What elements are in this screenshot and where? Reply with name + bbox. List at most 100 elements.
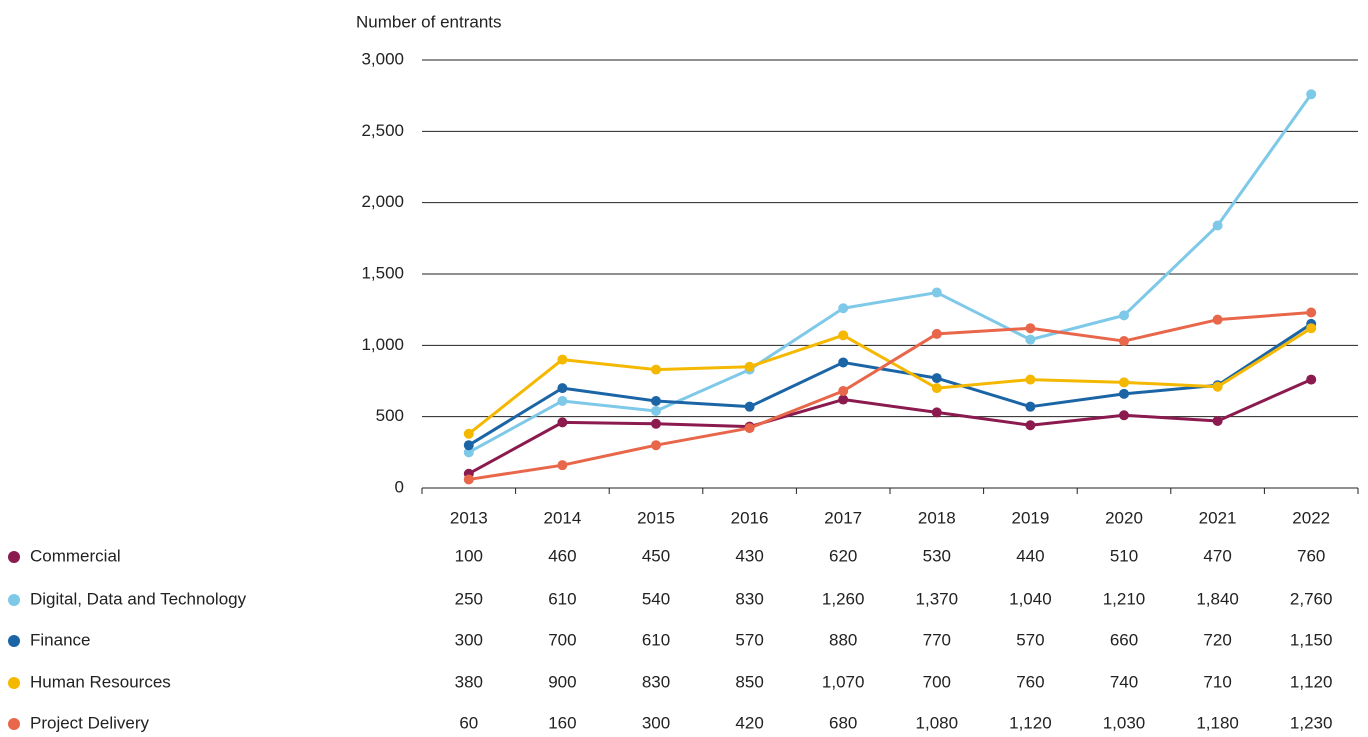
data-point [651, 405, 661, 416]
table-value: 530 [923, 546, 951, 565]
data-point [931, 373, 942, 384]
data-point [463, 447, 474, 458]
table-value: 470 [1203, 546, 1231, 565]
x-tick-label: 2021 [1199, 508, 1237, 527]
table-value: 1,040 [1009, 589, 1052, 608]
table-value: 1,120 [1009, 713, 1052, 732]
table-value: 440 [1016, 546, 1044, 565]
table-value: 830 [642, 672, 670, 691]
legend-label: Digital, Data and Technology [30, 589, 247, 608]
table-value: 300 [455, 630, 483, 649]
data-point [463, 440, 474, 451]
table-value: 450 [642, 546, 670, 565]
table-value: 570 [1016, 630, 1044, 649]
data-point [838, 330, 849, 341]
table-value: 460 [548, 546, 576, 565]
table-value: 620 [829, 546, 857, 565]
legend-marker [8, 594, 20, 606]
table-value: 570 [735, 630, 763, 649]
data-point [463, 474, 474, 485]
data-point [1212, 381, 1223, 392]
x-tick-label: 2016 [731, 508, 769, 527]
table-value: 1,080 [916, 713, 959, 732]
legend-label: Finance [30, 630, 90, 649]
table-value: 700 [548, 630, 576, 649]
data-point [931, 287, 942, 298]
table-value: 60 [459, 713, 478, 732]
x-tick-label: 2014 [543, 508, 581, 527]
data-point [931, 383, 942, 394]
x-tick-label: 2020 [1105, 508, 1143, 527]
data-point [1119, 388, 1129, 399]
data-point [838, 303, 849, 314]
data-point [838, 385, 849, 396]
table-value: 2,760 [1290, 589, 1333, 608]
data-point [1025, 323, 1036, 334]
legend-label: Human Resources [30, 672, 171, 691]
table-value: 1,260 [822, 589, 865, 608]
data-point [1212, 415, 1223, 426]
data-point [651, 440, 661, 451]
data-point [744, 361, 755, 372]
table-value: 760 [1297, 546, 1325, 565]
table-value: 1,120 [1290, 672, 1333, 691]
x-tick-label: 2017 [824, 508, 862, 527]
data-point [557, 354, 568, 365]
data-point [744, 401, 755, 412]
table-value: 420 [735, 713, 763, 732]
legend-marker [8, 551, 20, 563]
series-line [468, 378, 1312, 476]
legend-marker [8, 718, 20, 730]
data-point [744, 423, 755, 434]
data-point [838, 357, 849, 368]
x-tick-label: 2015 [637, 508, 675, 527]
x-tick-label: 2022 [1292, 508, 1330, 527]
table-value: 850 [735, 672, 763, 691]
table-value: 1,230 [1290, 713, 1333, 732]
data-point [1306, 323, 1317, 334]
table-value: 1,210 [1103, 589, 1146, 608]
table-value: 300 [642, 713, 670, 732]
y-axis-title: Number of entrants [356, 12, 502, 31]
table-value: 660 [1110, 630, 1138, 649]
data-point [1306, 374, 1317, 385]
table-value: 770 [923, 630, 951, 649]
y-tick-label: 1,000 [361, 335, 404, 354]
table-value: 700 [923, 672, 951, 691]
table-value: 250 [455, 589, 483, 608]
table-value: 1,030 [1103, 713, 1146, 732]
data-point [1212, 220, 1223, 231]
table-value: 160 [548, 713, 576, 732]
table-value: 430 [735, 546, 763, 565]
table-value: 830 [735, 589, 763, 608]
data-point [463, 428, 474, 439]
table-value: 1,840 [1196, 589, 1239, 608]
table-value: 100 [455, 546, 483, 565]
data-point [1025, 374, 1036, 385]
y-tick-label: 1,500 [361, 263, 404, 282]
table-value: 1,150 [1290, 630, 1333, 649]
data-point [1119, 336, 1129, 347]
table-value: 720 [1203, 630, 1231, 649]
table-value: 380 [455, 672, 483, 691]
table-value: 540 [642, 589, 670, 608]
y-tick-label: 2,000 [361, 192, 404, 211]
table-value: 740 [1110, 672, 1138, 691]
data-point [1119, 310, 1129, 321]
data-point [1025, 420, 1036, 431]
table-value: 880 [829, 630, 857, 649]
data-point [557, 395, 568, 406]
legend-marker [8, 677, 20, 689]
table-value: 1,180 [1196, 713, 1239, 732]
data-point [1306, 89, 1317, 100]
series-line [468, 322, 1313, 447]
data-point [1025, 401, 1036, 412]
y-tick-label: 3,000 [361, 49, 404, 68]
table-value: 710 [1203, 672, 1231, 691]
data-point [1212, 314, 1223, 325]
data-point [838, 394, 849, 405]
x-tick-label: 2018 [918, 508, 956, 527]
data-point [651, 395, 661, 406]
y-tick-label: 2,500 [361, 121, 404, 140]
